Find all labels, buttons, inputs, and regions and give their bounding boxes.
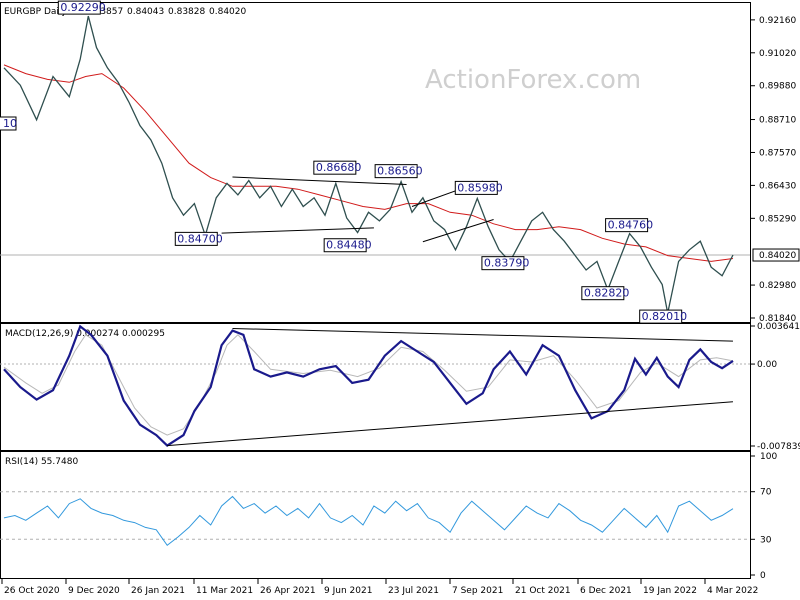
level-label-box [174,231,218,246]
date-tick-label: 26 Jan 2021 [131,586,185,596]
level-label-box [313,160,357,175]
current-price-badge [752,248,800,262]
level-label: 0.86680 [316,161,362,174]
price-tick-label: 0.89880 [759,82,796,92]
level-label-box [374,164,418,179]
price-tick-label: 0.86430 [759,181,796,191]
price-tick-label: 0.92160 [759,16,796,26]
price-trendline [422,219,494,243]
macd-tick-label: 0.00 [757,360,777,370]
date-tick-label: 26 Oct 2020 [4,586,60,596]
price-tick-label: 0.81840 [759,314,796,324]
date-tick-label: 19 Jan 2022 [643,586,697,596]
date-tick-label: 26 Apr 2021 [260,586,316,596]
macd-trendline [232,328,733,342]
rsi-panel-frame [0,451,751,579]
level-label: 0.85980 [457,181,503,194]
price-tick-label: 0.91020 [759,49,796,59]
price-panel-frame [0,2,751,323]
date-tick-label: 23 Jul 2021 [388,586,439,596]
cropped-label: 10 [3,117,17,130]
date-tick-label: 9 Dec 2020 [68,586,120,596]
level-label-box [581,286,625,301]
level-label: 0.82010 [642,310,688,323]
ohlc-open: 0.83857 [86,7,123,17]
level-label: 0.92290 [60,1,106,14]
watermark: ActionForex.com [425,65,641,95]
macd-tick-label: 0.003641 [757,322,800,332]
date-tick-label: 21 Oct 2021 [515,586,571,596]
date-tick-label: 4 Mar 2022 [707,586,758,596]
date-tick-label: 7 Sep 2021 [452,586,503,596]
current-price-label: 0.84020 [759,251,796,261]
cropped-label-box [0,116,17,131]
price-tick-label: 0.87570 [759,148,796,158]
date-tick-label: 11 Mar 2021 [196,586,253,596]
rsi-tick-label: 30 [760,535,772,545]
price-tick-label: 0.85290 [759,214,796,224]
rsi-header: RSI(14) 55.7480 [5,457,78,467]
level-label-box [323,238,367,253]
price-line [3,15,734,314]
level-label: 0.84700 [177,232,223,245]
date-tick-label: 6 Dec 2021 [580,586,632,596]
macd-panel-frame [0,323,751,451]
symbol-title: EURGBP Daily [4,7,67,17]
level-label: 0.86560 [377,165,423,178]
level-label-box [639,309,683,324]
level-label: 0.83790 [484,257,530,270]
level-label-box [454,180,498,195]
ohlc-high: 0.84043 [127,7,164,17]
moving-average-line [3,64,734,262]
ohlc-low: 0.83828 [168,7,205,17]
macd-header: MACD(12,26,9) 0.000274 0.000295 [5,329,165,339]
rsi-line [3,495,734,547]
macd-line [3,324,734,447]
macd-tick-label: -0.007839 [757,442,800,452]
level-label-box [481,256,525,271]
ohlc-close: 0.84020 [209,7,246,17]
level-label: 0.84760 [608,219,654,232]
rsi-tick-label: 70 [760,488,772,498]
level-label: 0.82820 [584,287,630,300]
level-label-box [605,218,649,233]
rsi-tick-label: 100 [760,452,777,462]
price-tick-label: 0.82980 [759,281,796,291]
price-tick-label: 0.88710 [759,116,796,126]
price-trendline [221,227,374,234]
level-label: 0.84480 [326,239,372,252]
rsi-tick-label: 0 [760,571,766,581]
price-trendline [232,176,407,186]
macd-trendline [167,401,733,447]
date-tick-label: 9 Jun 2021 [324,586,372,596]
level-label-box [57,0,101,15]
price-scale-background [751,0,800,580]
